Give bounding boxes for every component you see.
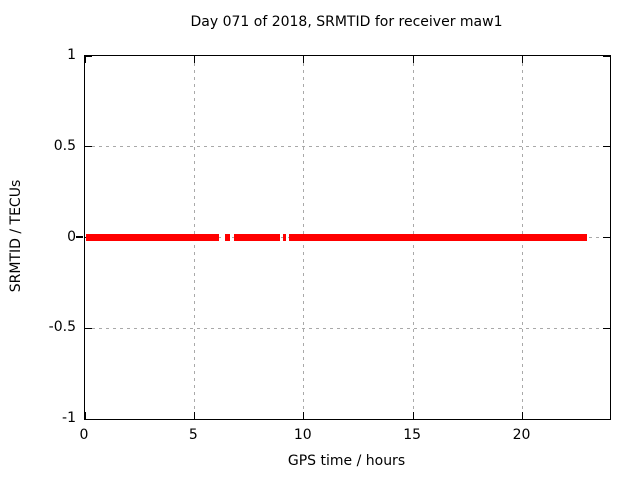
series-segment xyxy=(86,234,220,241)
x-tick-top-20 xyxy=(522,56,523,63)
plot-area xyxy=(84,55,611,420)
x-axis-label: GPS time / hours xyxy=(287,453,406,469)
y-tick-right--1 xyxy=(603,418,610,420)
x-tick-bottom-0 xyxy=(84,412,86,419)
x-tick-label-5: 5 xyxy=(188,427,198,443)
x-tick-bottom-20 xyxy=(522,412,523,419)
x-tick-top-15 xyxy=(412,56,414,63)
y-tick-label-0: 0 xyxy=(67,228,76,245)
series-segment xyxy=(289,234,588,241)
y-tick-left-0.5 xyxy=(85,146,92,148)
y-tick-right--0.5 xyxy=(603,327,610,329)
grid-line-y-0.5 xyxy=(85,146,610,148)
series-segment xyxy=(282,234,287,241)
series-segment xyxy=(233,234,280,241)
y-tick-label--0.5: -0.5 xyxy=(48,319,76,336)
x-tick-top-5 xyxy=(193,56,195,63)
series-segment xyxy=(225,234,231,241)
y-tick-right-0 xyxy=(603,237,610,238)
y-zero-outer-tick xyxy=(76,236,83,238)
grid-line-y--0.5 xyxy=(85,327,610,329)
x-tick-label-10: 10 xyxy=(293,427,312,443)
x-tick-bottom-10 xyxy=(303,412,305,419)
y-tick-label-1: 1 xyxy=(67,47,76,63)
x-tick-label-20: 20 xyxy=(512,427,531,443)
x-tick-top-0 xyxy=(84,56,86,63)
y-tick-left-1 xyxy=(85,55,92,57)
x-tick-bottom-5 xyxy=(193,412,195,419)
y-tick-right-1 xyxy=(603,55,610,57)
x-tick-label-0: 0 xyxy=(79,427,89,443)
y-tick-right-0.5 xyxy=(603,146,610,148)
x-tick-bottom-15 xyxy=(412,412,414,419)
chart-title: Day 071 of 2018, SRMTID for receiver maw… xyxy=(190,14,503,30)
y-tick-left--0.5 xyxy=(85,327,92,329)
y-tick-left--1 xyxy=(85,418,92,420)
x-tick-label-15: 15 xyxy=(403,427,422,443)
y-tick-label-0.5: 0.5 xyxy=(53,137,76,154)
y-tick-label--1: -1 xyxy=(62,410,76,426)
x-tick-top-10 xyxy=(303,56,305,63)
